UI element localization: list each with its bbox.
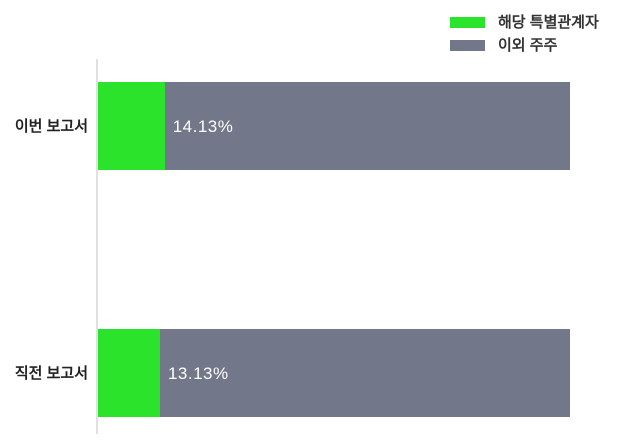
legend-item-special-related[interactable]: 해당 특별관계자 xyxy=(450,11,599,34)
value-label: 13.13% xyxy=(167,363,229,383)
y-axis-line xyxy=(96,59,98,434)
bar-row-current-report: 이번 보고서 14.13% xyxy=(0,82,570,170)
value-label: 14.13% xyxy=(172,116,234,136)
stacked-bar: 14.13% xyxy=(98,82,570,170)
legend-swatch-gray xyxy=(450,40,485,51)
legend-swatch-green xyxy=(450,17,485,28)
stacked-bar: 13.13% xyxy=(98,329,570,417)
legend-label: 이외 주주 xyxy=(498,37,558,54)
category-label: 직전 보고서 xyxy=(14,364,88,382)
chart-legend: 해당 특별관계자 이외 주주 xyxy=(450,11,599,57)
legend-label: 해당 특별관계자 xyxy=(498,14,599,31)
bar-segment-other-shareholders[interactable]: 13.13% xyxy=(159,329,570,417)
bar-segment-special-related[interactable] xyxy=(98,82,165,170)
legend-item-other-shareholders[interactable]: 이외 주주 xyxy=(450,34,599,57)
bar-row-previous-report: 직전 보고서 13.13% xyxy=(0,329,570,417)
category-label: 이번 보고서 xyxy=(14,117,88,135)
bar-segment-special-related[interactable] xyxy=(98,329,160,417)
bar-segment-other-shareholders[interactable]: 14.13% xyxy=(164,82,570,170)
